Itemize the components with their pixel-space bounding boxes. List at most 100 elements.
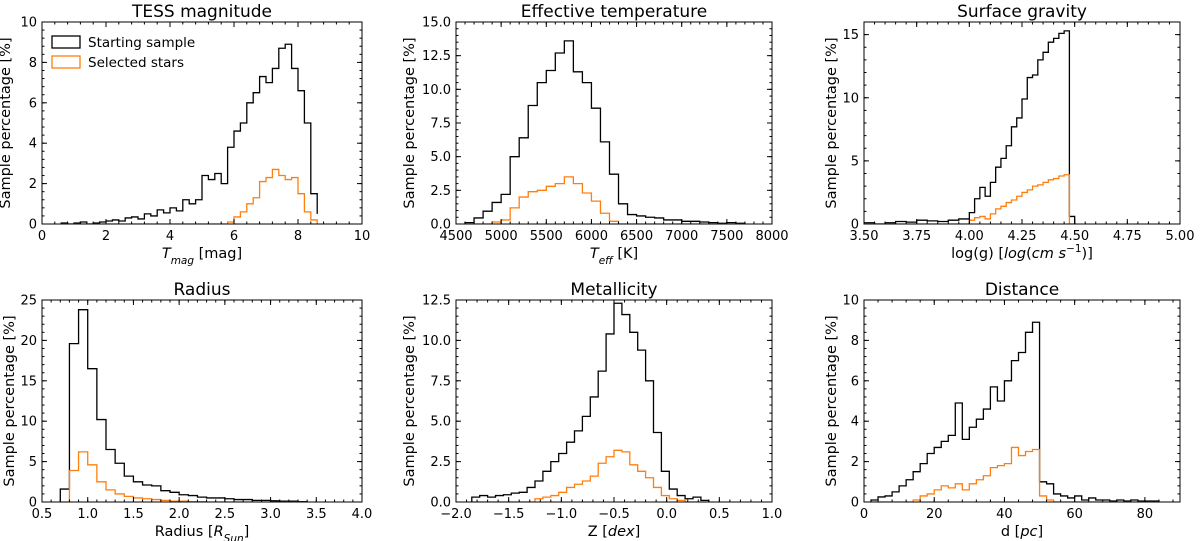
panel-title: TESS magnitude (131, 2, 272, 22)
x-tick-label: 8 (294, 229, 302, 244)
x-tick-label: −1.5 (493, 507, 525, 522)
y-tick-label: 2.5 (430, 184, 451, 199)
x-axis-label: log(g) [log(cm s−1)] (951, 243, 1093, 262)
legend-selected-stars-label: Selected stars (88, 55, 184, 71)
y-axis-label: Sample percentage [%] (0, 37, 14, 208)
y-tick-label: 0.0 (430, 218, 451, 233)
y-tick-label: 10 (842, 294, 859, 309)
panel-tess-magnitude: 0 2 4 6 8 10 0 2 4 6 8 10 TESS magnitude Tmag [mag] Sa… (0, 2, 370, 267)
legend: Starting sample Selected stars (51, 35, 195, 71)
x-tick-label: 60 (1066, 507, 1083, 522)
histogram-starting-sample (464, 40, 746, 224)
y-tick-label: 0 (29, 218, 37, 233)
y-tick-label: 0 (851, 496, 859, 511)
x-tick-label: 4.25 (1008, 229, 1037, 244)
histogram-selected-stars (864, 174, 1075, 224)
histogram-starting-sample (864, 30, 1076, 224)
x-tick-label: 4.00 (955, 229, 984, 244)
x-axis-label: Teff [K] (590, 246, 638, 267)
axes-frame (863, 299, 1181, 503)
y-tick-label: 25 (20, 294, 37, 309)
y-tick-label: 8 (29, 56, 37, 71)
axes-frame (455, 21, 773, 225)
axes-frame (41, 299, 363, 503)
y-tick-label: 0 (29, 496, 37, 511)
y-axis-label: Sample percentage [%] (824, 37, 840, 208)
y-tick-label: 10 (20, 415, 37, 430)
x-tick-label: 5.00 (1166, 229, 1195, 244)
x-tick-label: 7000 (665, 229, 698, 244)
x-tick-label: 10 (354, 229, 371, 244)
histogram-selected-stars (60, 451, 308, 502)
y-tick-label: 5 (29, 455, 37, 470)
y-tick-label: 7.5 (430, 117, 451, 132)
y-axis-label: Sample percentage [%] (402, 315, 418, 486)
y-axis-label: Sample percentage [%] (2, 315, 18, 486)
x-axis-label: Z [dex] (588, 524, 641, 540)
x-axis-label: Radius [RSun] (155, 524, 250, 541)
histogram-selected-stars (871, 446, 1159, 502)
y-tick-label: 15 (842, 28, 859, 43)
histogram-selected-stars (465, 176, 745, 224)
y-axis-label: Sample percentage [%] (824, 315, 840, 486)
x-tick-label: 3.5 (306, 507, 327, 522)
y-tick-label: 12.5 (422, 294, 451, 309)
legend-starting-sample-swatch (51, 35, 81, 49)
x-tick-label: 40 (996, 507, 1013, 522)
y-axis-label: Sample percentage [%] (402, 37, 418, 208)
x-tick-label: 4.75 (1113, 229, 1142, 244)
x-tick-label: 1.0 (762, 507, 783, 522)
x-tick-label: 0 (38, 229, 46, 244)
panel-metallicity: −2.0 −1.5 −1.0 −0.5 0.0 0.5 1.0 0.0 2.5 5.0 7.5 10.… (402, 280, 782, 540)
x-tick-label: 6000 (575, 229, 608, 244)
x-tick-label: 0.0 (656, 507, 677, 522)
x-tick-label: 6 (230, 229, 238, 244)
y-tick-label: 0.0 (430, 496, 451, 511)
y-tick-label: 20 (20, 334, 37, 349)
x-tick-label: 4.0 (352, 507, 373, 522)
y-tick-label: 5 (851, 154, 859, 169)
histogram-selected-stars (61, 168, 318, 224)
y-tick-label: 10 (842, 91, 859, 106)
legend-selected-stars-swatch (51, 55, 81, 69)
histogram-starting-sample (60, 43, 318, 224)
y-tick-label: 15.0 (422, 16, 451, 31)
x-tick-label: −1.0 (546, 507, 578, 522)
x-tick-label: 0.5 (709, 507, 730, 522)
y-tick-label: 5.0 (430, 415, 451, 430)
x-tick-label: 0 (860, 507, 868, 522)
axes-frame (41, 21, 363, 225)
x-tick-label: 7500 (710, 229, 743, 244)
y-tick-label: 15 (20, 374, 37, 389)
legend-starting-sample-label: Starting sample (88, 35, 195, 51)
x-tick-label: −2.0 (440, 507, 472, 522)
x-tick-label: −0.5 (598, 507, 630, 522)
histogram-starting-sample (59, 309, 308, 502)
x-axis-label: d [pc] (1001, 524, 1043, 540)
y-tick-label: 8 (851, 334, 859, 349)
x-tick-label: 4 (166, 229, 174, 244)
y-tick-label: 4 (29, 137, 37, 152)
y-tick-label: 7.5 (430, 374, 451, 389)
x-tick-label: 2 (102, 229, 110, 244)
x-tick-label: 4500 (439, 229, 472, 244)
x-tick-label: 0.5 (32, 507, 53, 522)
histogram-starting-sample (870, 321, 1160, 502)
panel-distance: 0 20 40 60 80 0 2 4 6 8 10 Distance d [pc] Sample per… (824, 280, 1181, 540)
panel-radius: 0.5 1.0 1.5 2.0 2.5 3.0 3.5 4.0 0 5 10 15 20 25 Radius… (2, 280, 372, 541)
x-tick-label: 5000 (485, 229, 518, 244)
y-tick-label: 2 (29, 177, 37, 192)
y-tick-label: 10 (20, 16, 37, 31)
x-tick-label: 3.75 (902, 229, 931, 244)
y-tick-label: 2 (851, 455, 859, 470)
x-tick-label: 80 (1137, 507, 1154, 522)
y-tick-label: 5.0 (430, 150, 451, 165)
x-tick-label: 4.50 (1060, 229, 1089, 244)
x-tick-label: 3.0 (260, 507, 281, 522)
x-tick-label: 5500 (530, 229, 563, 244)
x-tick-label: 6500 (620, 229, 653, 244)
y-tick-label: 6 (851, 374, 859, 389)
panel-title: Metallicity (570, 280, 657, 300)
x-tick-label: 1.5 (123, 507, 144, 522)
